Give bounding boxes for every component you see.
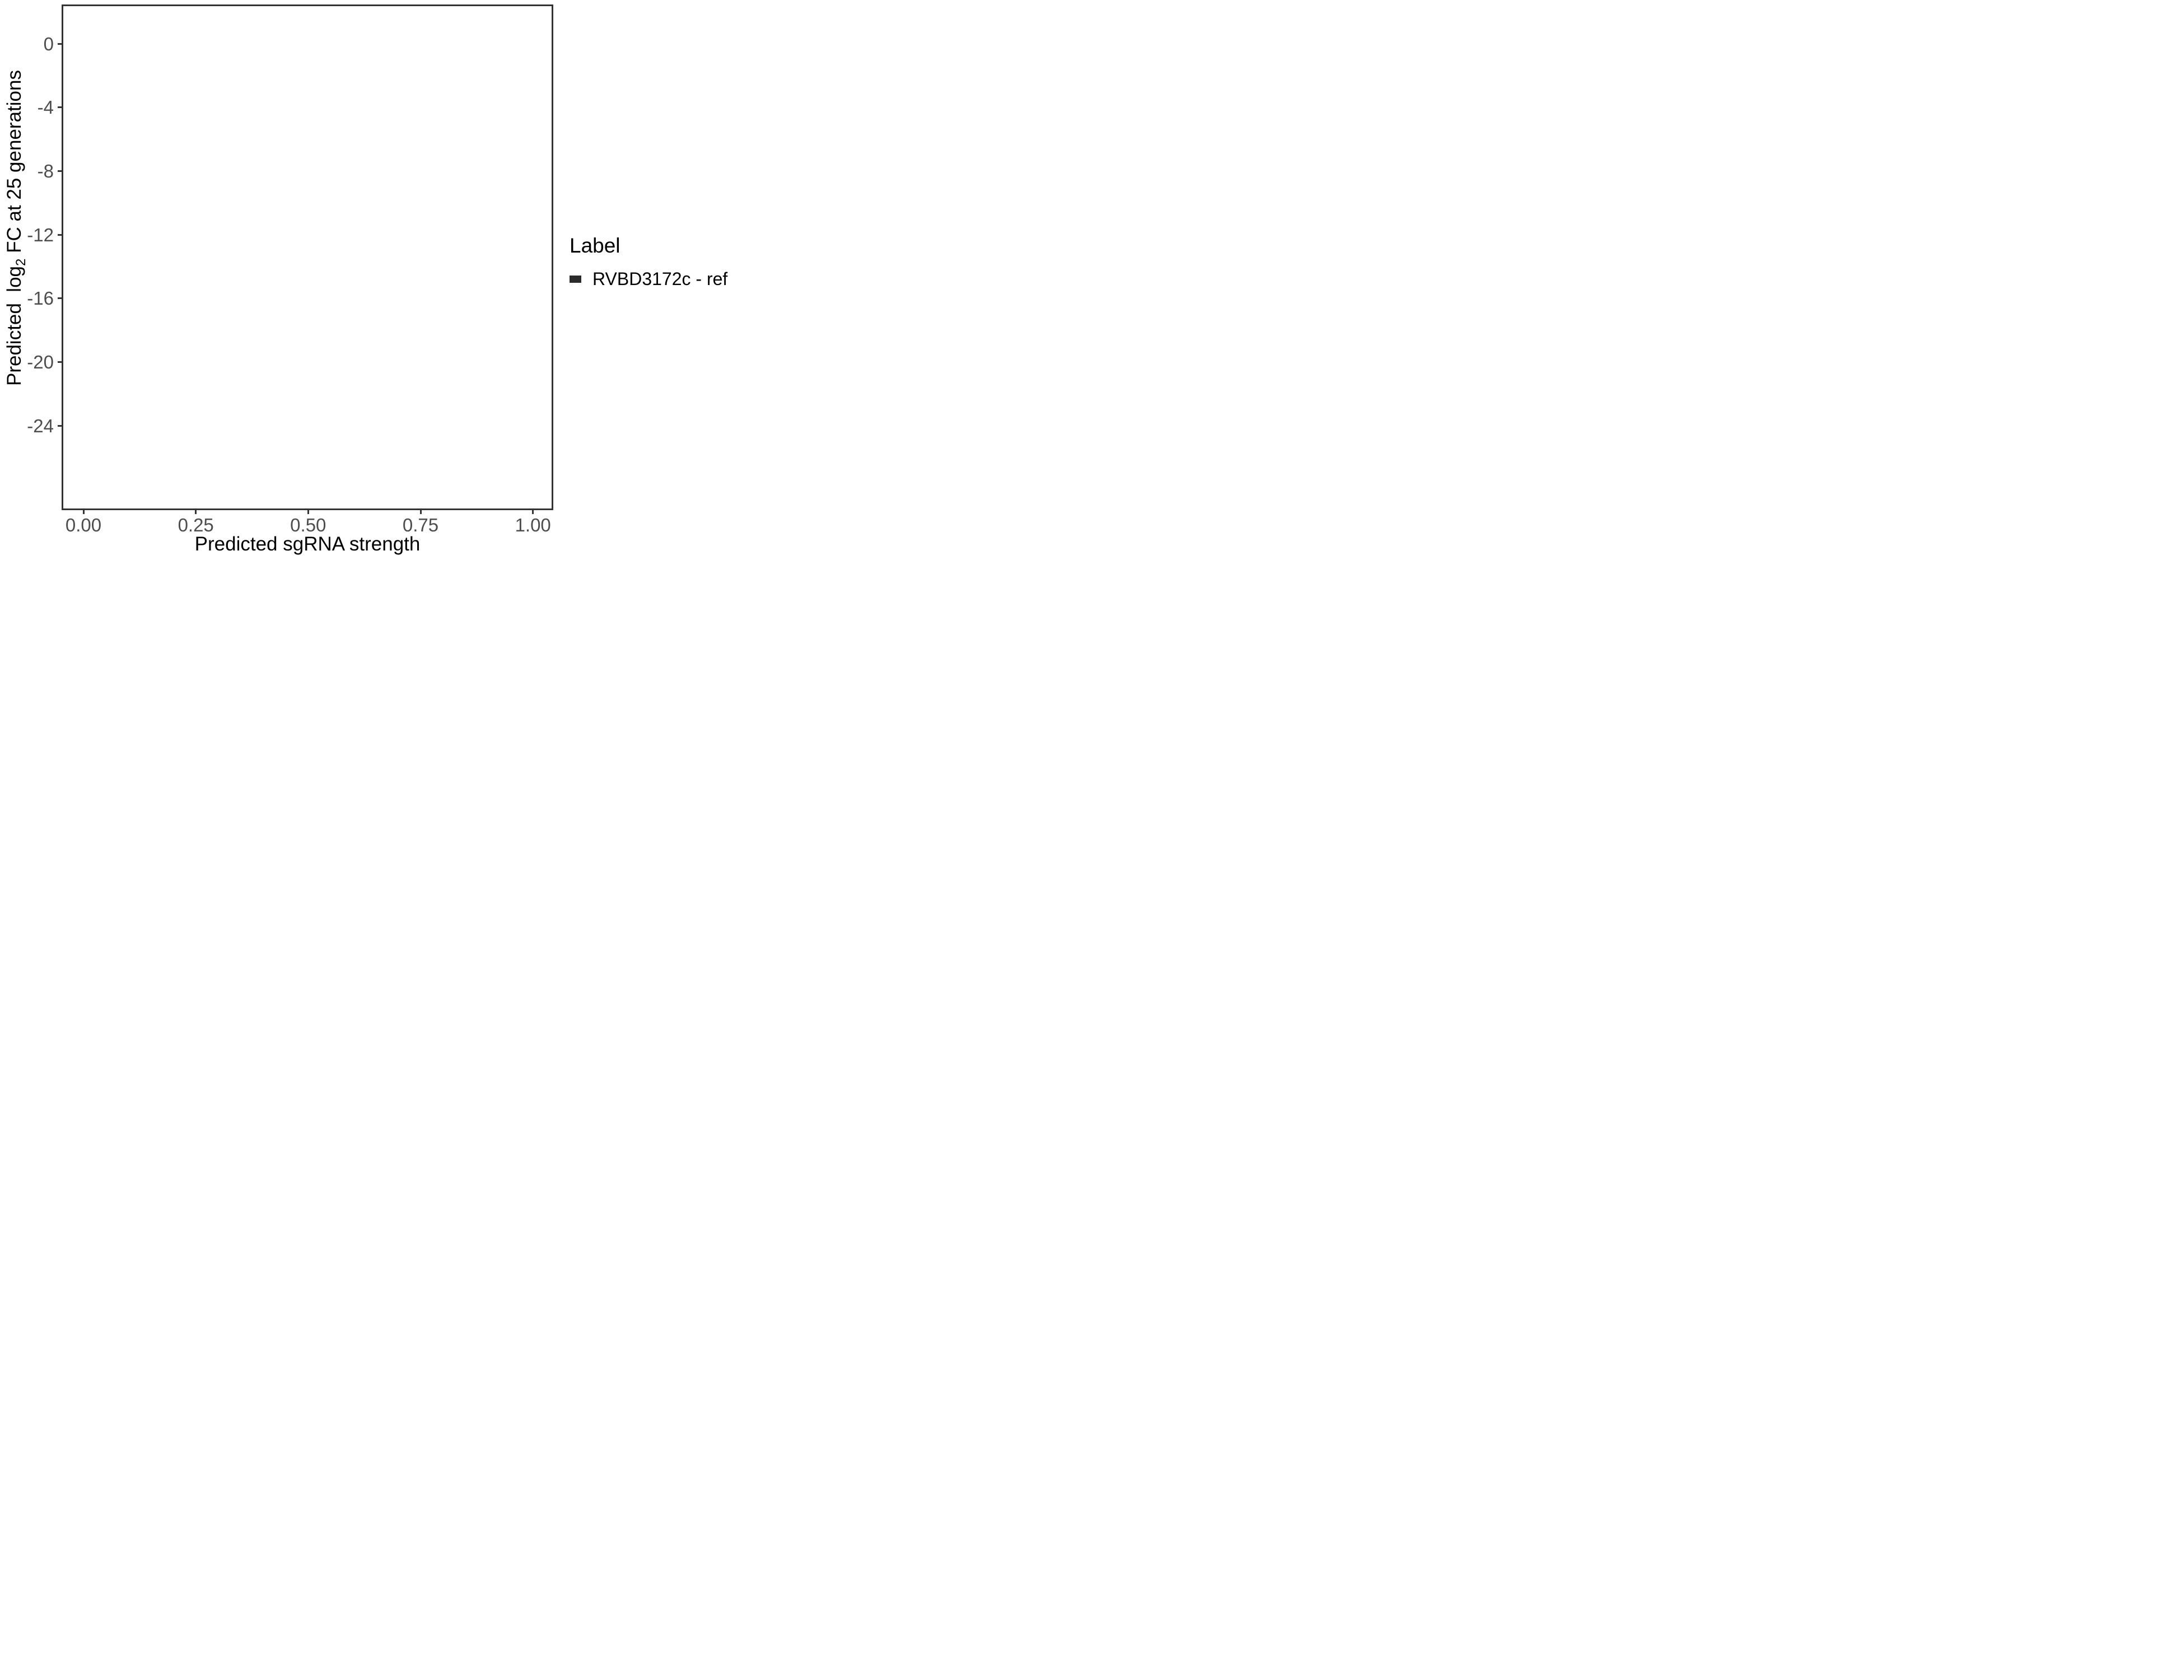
y-tick-label: -8 <box>37 161 54 181</box>
x-tick-label: 1.00 <box>515 515 551 535</box>
y-tick-mark <box>58 361 62 363</box>
x-tick-mark <box>195 510 197 514</box>
legend: Label RVBD3172c - ref <box>570 234 728 289</box>
y-axis-title: Predicted log2 FC at 25 generations <box>3 4 32 452</box>
y-tick-mark <box>58 43 62 45</box>
y-tick-mark <box>58 297 62 300</box>
x-tick-label: 0.75 <box>402 515 439 535</box>
y-tick-label: -16 <box>27 288 54 309</box>
plot-panel <box>62 4 553 510</box>
x-tick-mark <box>419 510 422 514</box>
x-axis-title: Predicted sgRNA strength <box>194 533 421 555</box>
y-tick-label: -24 <box>27 416 54 436</box>
y-tick-label: 0 <box>43 34 54 54</box>
y-tick-mark <box>58 424 62 427</box>
y-axis-title-subscript: 2 <box>13 258 29 266</box>
x-tick-mark <box>532 510 534 514</box>
y-tick-label: -4 <box>37 97 54 118</box>
figure: 0 -4 -8 -12 -16 -20 -24 0.00 0.25 0.50 0… <box>0 0 728 560</box>
legend-key-line-swatch <box>570 275 581 283</box>
x-tick-mark <box>307 510 309 514</box>
x-tick-label: 0.00 <box>65 515 102 535</box>
x-tick-label: 0.50 <box>290 515 326 535</box>
legend-item: RVBD3172c - ref <box>570 269 728 289</box>
legend-item-label: RVBD3172c - ref <box>592 269 728 289</box>
y-tick-mark <box>58 170 62 172</box>
x-tick-label: 0.25 <box>178 515 214 535</box>
y-tick-label: -20 <box>27 352 54 372</box>
y-tick-label: -12 <box>27 225 54 245</box>
x-tick-mark <box>82 510 85 514</box>
y-axis-title-post: FC at 25 generations <box>3 70 25 259</box>
legend-title: Label <box>570 234 620 257</box>
y-axis-title-pre: Predicted log <box>3 265 25 386</box>
y-tick-mark <box>58 106 62 109</box>
y-tick-mark <box>58 234 62 236</box>
